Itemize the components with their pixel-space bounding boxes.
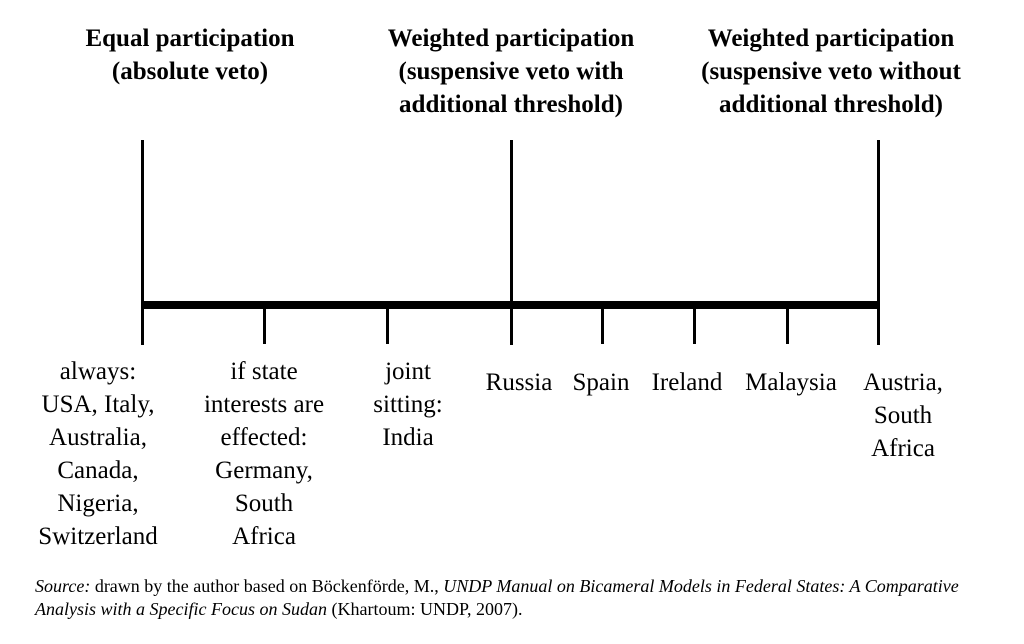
label-spain: Spain	[573, 366, 630, 399]
source-label: Source:	[35, 576, 91, 596]
label-joint-sitting: joint sitting: India	[373, 355, 442, 454]
label-line: Austria,	[863, 369, 943, 396]
label-line: Germany,	[215, 457, 313, 484]
label-line: Spain	[572, 369, 630, 396]
label-line: South	[873, 402, 933, 429]
label-line: interests are	[203, 391, 325, 418]
label-ireland: Ireland	[652, 366, 723, 399]
label-line: always:	[59, 358, 137, 385]
label-always: always: USA, Italy, Australia, Canada, N…	[38, 355, 157, 553]
continuum-axis	[141, 301, 880, 309]
label-line: South	[234, 490, 294, 517]
label-line: Ireland	[651, 369, 723, 396]
tick-mark	[601, 305, 604, 344]
label-line: Russia	[485, 369, 553, 396]
category-line-weighted-without-threshold	[877, 140, 880, 345]
label-austria-south-africa: Austria, South Africa	[863, 366, 943, 465]
label-line: Australia,	[49, 424, 147, 451]
source-text: drawn by the author based on Böckenförde…	[90, 576, 444, 596]
label-line: joint	[385, 358, 431, 385]
heading-line: (suspensive veto without	[701, 58, 961, 85]
heading-weighted-with-threshold: Weighted participation (suspensive veto …	[388, 22, 635, 121]
label-russia: Russia	[486, 366, 553, 399]
label-line: Malaysia	[745, 369, 837, 396]
heading-line: Equal participation	[85, 25, 295, 52]
heading-line: additional threshold)	[399, 91, 623, 118]
heading-line: additional threshold)	[719, 91, 943, 118]
label-line: Nigeria,	[57, 490, 139, 517]
label-line: Canada,	[57, 457, 139, 484]
tick-mark	[786, 305, 789, 344]
label-state-interests: if state interests are effected: Germany…	[204, 355, 324, 553]
label-line: Switzerland	[38, 523, 158, 550]
label-line: Africa	[871, 435, 935, 462]
label-line: USA, Italy,	[41, 391, 155, 418]
heading-line: (suspensive veto with	[398, 58, 624, 85]
label-line: sitting:	[373, 391, 443, 418]
tick-mark	[386, 305, 389, 344]
tick-mark	[693, 305, 696, 344]
heading-line: Weighted participation	[387, 25, 635, 52]
heading-line: (absolute veto)	[111, 58, 269, 85]
heading-equal-participation: Equal participation (absolute veto)	[85, 22, 294, 88]
label-malaysia: Malaysia	[745, 366, 837, 399]
label-line: India	[382, 424, 434, 451]
heading-line: Weighted participation	[707, 25, 955, 52]
tick-mark	[263, 305, 266, 344]
category-line-weighted-with-threshold	[510, 140, 513, 345]
label-line: Africa	[232, 523, 296, 550]
heading-weighted-without-threshold: Weighted participation (suspensive veto …	[701, 22, 961, 121]
label-line: effected:	[220, 424, 308, 451]
label-line: if state	[230, 358, 298, 385]
source-title: UNDP Manual on Bicameral Models in Feder…	[35, 576, 959, 619]
category-line-equal	[141, 140, 144, 345]
source-citation: Source: drawn by the author based on Böc…	[35, 575, 995, 621]
source-text-end: (Khartoum: UNDP, 2007).	[326, 599, 523, 619]
